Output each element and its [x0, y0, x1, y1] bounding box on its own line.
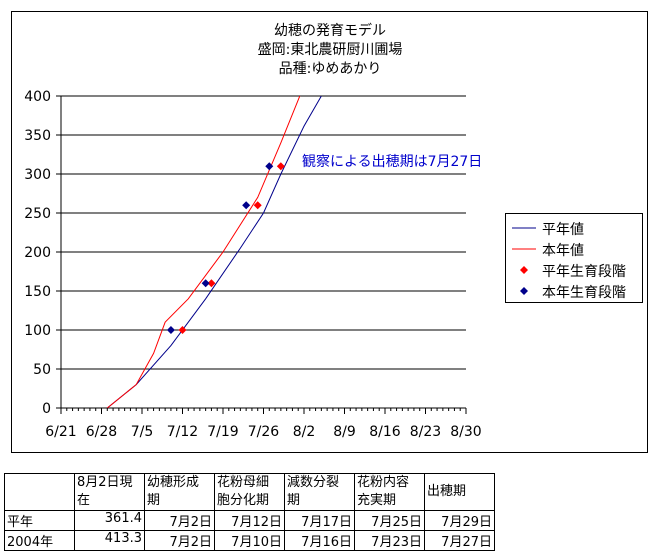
x-tick-label: 7/26	[248, 424, 280, 440]
x-tick-label: 6/21	[45, 424, 76, 440]
table-cell: 361.4	[74, 510, 145, 531]
y-tick-label: 300	[24, 167, 51, 183]
table-cell: 7月12日	[214, 510, 285, 531]
y-tick-label: 50	[33, 362, 51, 378]
table-header-panicle-formation: 幼穂形成期	[144, 473, 215, 511]
plot-svg: 0 50 100 150 200 250 300 350 400 6/21 6/28 7/5 7/12 7…	[24, 89, 481, 440]
series-line-0	[106, 96, 322, 408]
chart-title-line-2: 盛岡:東北農研厨川圃場	[257, 42, 403, 58]
legend-swatch-normal-stage	[520, 266, 528, 274]
table-cell: 7月23日	[354, 530, 425, 551]
table-cell-label: 平年	[4, 510, 75, 531]
heading-date-annotation: 観察による出穂期は7月27日	[302, 154, 483, 170]
series-2-point-1	[207, 279, 216, 288]
legend-label-normal-line: 平年値	[542, 222, 584, 238]
x-tick-label: 6/28	[86, 424, 117, 440]
table-cell: 7月27日	[424, 530, 495, 551]
table-cell: 413.3	[74, 530, 145, 551]
series-2-point-0	[178, 326, 187, 334]
x-tick-label: 8/30	[450, 424, 481, 440]
stage-table: 8月2日現在 幼穂形成期 花粉母細 胞分化期 減数分裂期 花粉内容 充実期 出穂期 …	[4, 473, 495, 551]
x-tick-label: 8/23	[410, 424, 441, 440]
table-header-meiosis: 減数分裂期	[284, 473, 355, 511]
y-tick-label: 0	[42, 401, 51, 417]
y-tick-label: 100	[24, 323, 51, 339]
series-line-1	[106, 96, 301, 408]
series-2-point-3	[276, 162, 285, 171]
chart-title-line-1: 幼穂の発育モデル	[274, 23, 386, 39]
table-header-blank	[4, 473, 75, 511]
table-row: 平年 361.4 7月2日 7月12日 7月17日 7月25日 7月29日	[4, 510, 495, 531]
table-cell: 7月29日	[424, 510, 495, 531]
table-cell: 7月25日	[354, 510, 425, 531]
y-tick-label: 200	[24, 245, 51, 261]
chart-title-line-3: 品種:ゆめあかり	[278, 61, 382, 77]
series-3-point-3	[265, 162, 274, 171]
x-tick-label: 8/2	[293, 424, 316, 440]
legend-swatch-current-stage	[520, 287, 528, 295]
x-tick-label: 8/9	[333, 424, 356, 440]
legend-item-normal-stage: 平年生育段階	[512, 260, 640, 280]
x-tick-label: 7/19	[207, 424, 238, 440]
series-3-point-1	[201, 279, 210, 288]
table-header-current: 8月2日現在	[74, 473, 145, 511]
table-cell-label: 2004年	[4, 530, 75, 551]
legend-label-current-line: 本年値	[542, 243, 584, 259]
table-header-pollen-filling: 花粉内容 充実期	[354, 473, 425, 511]
x-tick-label: 7/5	[131, 424, 154, 440]
legend-label-current-stage: 本年生育段階	[542, 285, 626, 301]
x-tick-label: 8/16	[369, 424, 401, 440]
legend: 平年値 本年値 平年生育段階 本年生育段階	[505, 213, 643, 303]
table-cell: 7月10日	[214, 530, 285, 551]
legend-item-current-line: 本年値	[512, 239, 640, 259]
table-row: 2004年 413.3 7月2日 7月10日 7月16日 7月23日 7月27日	[4, 530, 495, 551]
series-3-point-2	[242, 201, 251, 210]
table-header-row: 8月2日現在 幼穂形成期 花粉母細 胞分化期 減数分裂期 花粉内容 充実期 出穂期	[4, 473, 495, 511]
table-cell: 7月2日	[144, 510, 215, 531]
y-tick-label: 150	[24, 284, 51, 300]
table-header-heading: 出穂期	[424, 473, 495, 511]
y-tick-label: 350	[24, 128, 51, 144]
series-3-point-0	[166, 326, 175, 334]
y-tick-label: 400	[24, 89, 51, 105]
table-cell: 7月2日	[144, 530, 215, 551]
table-header-pollen-mother-cell: 花粉母細 胞分化期	[214, 473, 285, 511]
legend-item-current-stage: 本年生育段階	[512, 281, 640, 301]
y-tick-label: 250	[24, 206, 51, 222]
table-cell: 7月17日	[284, 510, 355, 531]
legend-label-normal-stage: 平年生育段階	[542, 264, 626, 280]
x-tick-label: 7/12	[167, 424, 198, 440]
table-cell: 7月16日	[284, 530, 355, 551]
series-2-point-2	[253, 201, 262, 210]
legend-item-normal-line: 平年値	[512, 218, 640, 238]
